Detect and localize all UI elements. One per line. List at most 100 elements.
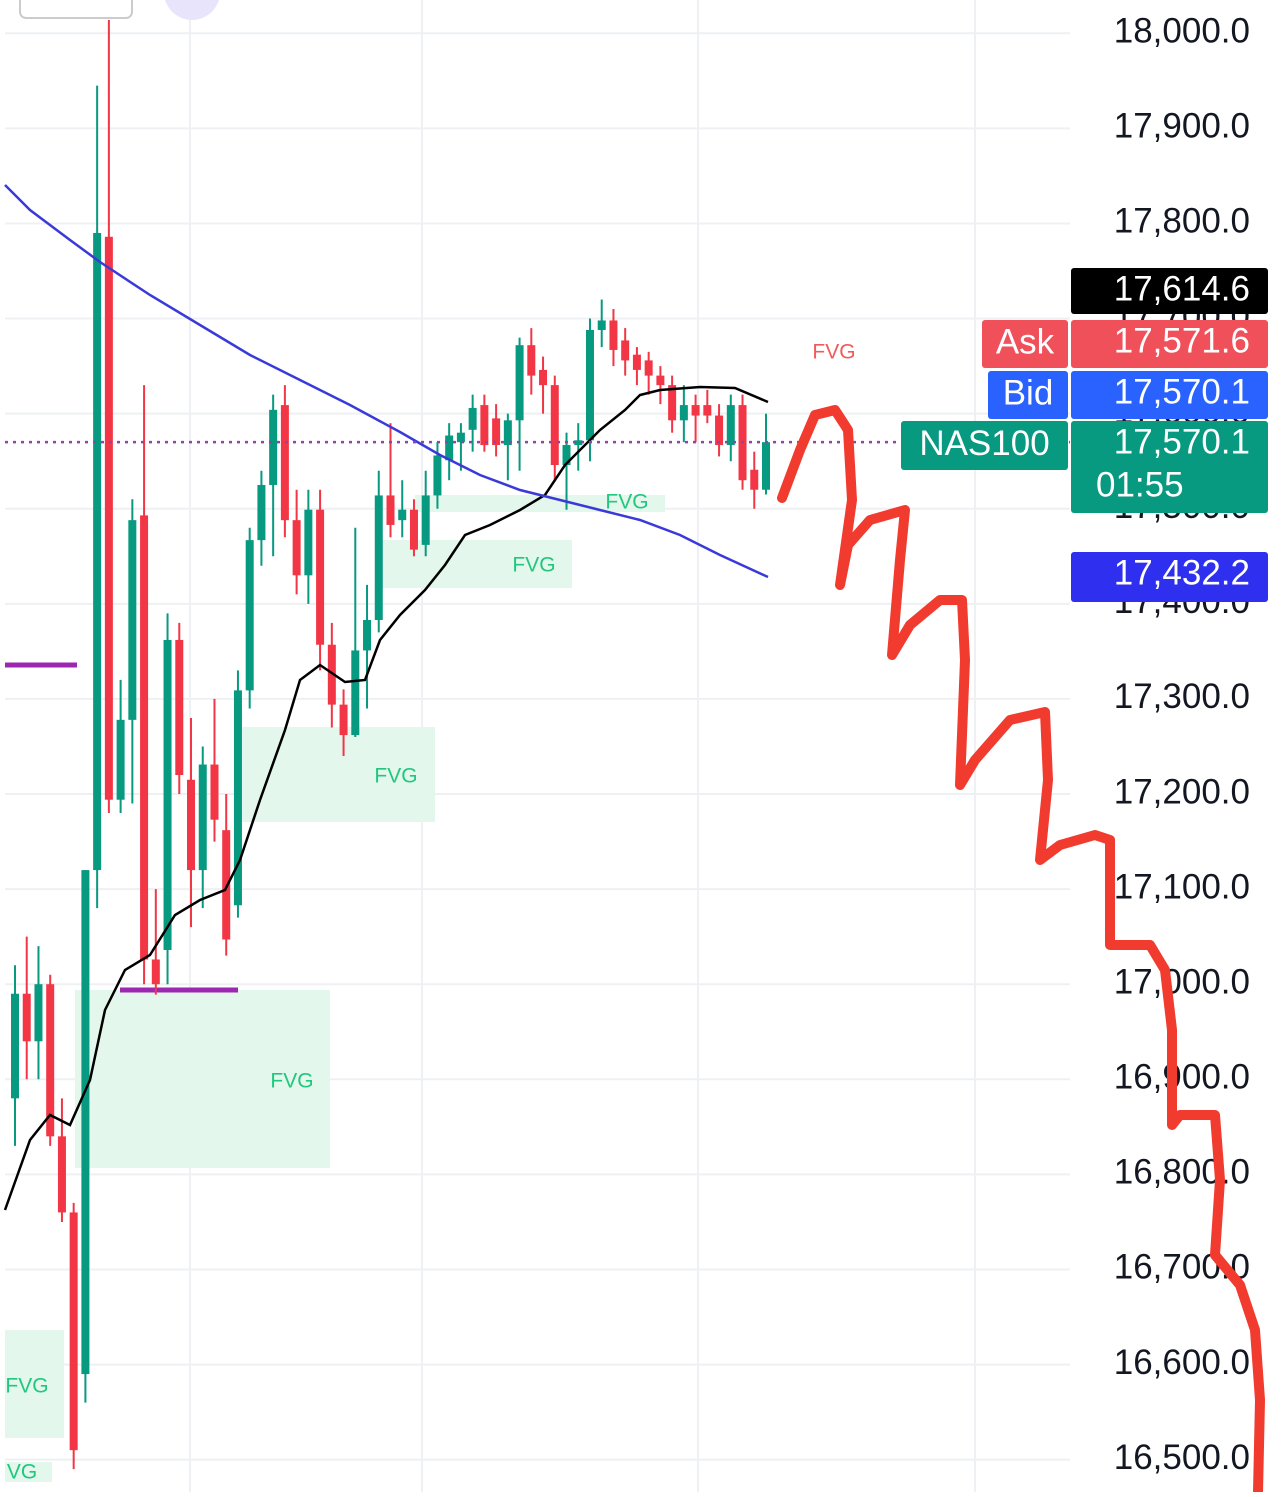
candle-body bbox=[609, 320, 618, 350]
price-tag-value: 17,432.2 bbox=[1114, 553, 1250, 592]
candle-body bbox=[398, 509, 407, 521]
fvg-label: FVG bbox=[270, 1070, 313, 1093]
price-tag bbox=[1071, 552, 1268, 602]
projection-drawing bbox=[777, 405, 1265, 1497]
candle-body bbox=[316, 509, 325, 645]
candle-body bbox=[163, 639, 172, 950]
y-tick-label: 17,300.0 bbox=[1114, 677, 1250, 716]
candle-body bbox=[81, 870, 90, 1375]
candle-body bbox=[210, 764, 219, 820]
fvg-label: FVG bbox=[812, 341, 855, 364]
price-tag bbox=[1071, 268, 1268, 314]
price-tag-value: 17,570.1 bbox=[1114, 422, 1250, 461]
candle-body bbox=[269, 409, 278, 485]
candles bbox=[11, 19, 770, 1470]
candle-body bbox=[140, 515, 149, 960]
toolbar-button[interactable] bbox=[164, 0, 220, 20]
candle-body bbox=[374, 495, 383, 621]
fvg-label: FVG bbox=[605, 491, 648, 514]
candle-body bbox=[632, 354, 641, 370]
price-tags: 17,614.6 17,571.6 Ask 17,570.1 Bid 17,570.1 01… bbox=[901, 268, 1268, 602]
candle-body bbox=[433, 455, 442, 496]
y-tick-label: 17,000.0 bbox=[1114, 962, 1250, 1001]
candle-body bbox=[539, 369, 548, 386]
price-tag-name-box bbox=[988, 371, 1068, 419]
candle-body bbox=[679, 405, 688, 421]
price-tag-name: Ask bbox=[996, 322, 1055, 361]
candle-body bbox=[386, 495, 395, 525]
vertical-grid bbox=[189, 0, 976, 1492]
candle-body bbox=[304, 509, 313, 576]
candle-body bbox=[128, 520, 137, 720]
candle-body bbox=[574, 440, 583, 446]
candle-body bbox=[656, 375, 665, 386]
candle-body bbox=[245, 540, 254, 691]
candle-body bbox=[93, 232, 102, 871]
moving-average-line bbox=[4, 184, 769, 579]
price-tag-value: 17,614.6 bbox=[1114, 269, 1250, 308]
candle-body bbox=[327, 644, 336, 705]
candle-body bbox=[668, 385, 677, 421]
moving-average-line bbox=[3, 385, 769, 1211]
candle-body bbox=[34, 984, 43, 1042]
candle-body bbox=[280, 405, 289, 521]
toolbar-button[interactable] bbox=[19, 0, 133, 19]
price-tag-name: NAS100 bbox=[919, 424, 1049, 463]
candle-body bbox=[527, 345, 536, 376]
fvg-zone bbox=[415, 495, 665, 512]
candle-body bbox=[11, 993, 19, 1099]
candle-body bbox=[187, 779, 196, 871]
candle-body bbox=[456, 432, 465, 443]
fvg-label: VG bbox=[7, 1461, 37, 1484]
candle-body bbox=[550, 385, 559, 466]
price-tag-value: 17,570.1 bbox=[1114, 372, 1250, 411]
candle-body bbox=[292, 520, 301, 576]
y-tick-label: 17,200.0 bbox=[1114, 772, 1250, 811]
price-tag-name: Bid bbox=[1003, 373, 1054, 412]
candle-body bbox=[715, 415, 724, 446]
y-tick-label: 17,100.0 bbox=[1114, 867, 1250, 906]
y-tick-label: 16,800.0 bbox=[1114, 1153, 1250, 1192]
candle-body bbox=[468, 407, 477, 430]
candle-body bbox=[104, 236, 113, 800]
price-tag bbox=[1071, 421, 1268, 513]
candle-body bbox=[351, 650, 360, 736]
price-tag-name-box bbox=[982, 320, 1068, 368]
candle-body bbox=[69, 1212, 78, 1451]
candle-body bbox=[703, 405, 712, 416]
candle-body bbox=[562, 445, 571, 466]
candle-body bbox=[480, 405, 489, 446]
candle-body bbox=[151, 959, 160, 985]
candle-body bbox=[46, 984, 55, 1137]
candle-body bbox=[726, 405, 735, 446]
candle-body bbox=[762, 442, 770, 490]
candle-body bbox=[597, 320, 606, 330]
y-tick-label: 17,800.0 bbox=[1114, 202, 1250, 241]
y-tick-label: 16,500.0 bbox=[1114, 1438, 1250, 1477]
fvg-zone bbox=[5, 1330, 64, 1438]
fvg-zone bbox=[240, 727, 435, 822]
candle-body bbox=[621, 340, 630, 361]
candle-body bbox=[339, 704, 348, 736]
price-axis: 16,500.016,600.016,700.016,800.016,900.0… bbox=[1114, 12, 1250, 1477]
fvg-label: FVG bbox=[5, 1375, 48, 1398]
candle-body bbox=[421, 495, 430, 545]
candle-body bbox=[175, 639, 184, 776]
y-tick-label: 18,000.0 bbox=[1114, 12, 1250, 51]
fvg-zone bbox=[75, 990, 330, 1168]
price-tag-name-box bbox=[901, 421, 1068, 470]
price-tag-value: 17,571.6 bbox=[1114, 321, 1250, 360]
candle-body bbox=[515, 345, 524, 421]
candle-body bbox=[116, 719, 125, 800]
candle-body bbox=[691, 405, 700, 416]
candle-body bbox=[57, 1136, 66, 1213]
candle-body bbox=[233, 690, 242, 906]
candle-body bbox=[257, 484, 266, 541]
fvg-zones bbox=[5, 495, 665, 1482]
price-tag bbox=[1071, 320, 1268, 368]
candle-body bbox=[22, 993, 31, 1042]
y-tick-label: 16,600.0 bbox=[1114, 1343, 1250, 1382]
candle-body bbox=[644, 360, 653, 376]
fvg-label: FVG bbox=[374, 765, 417, 788]
